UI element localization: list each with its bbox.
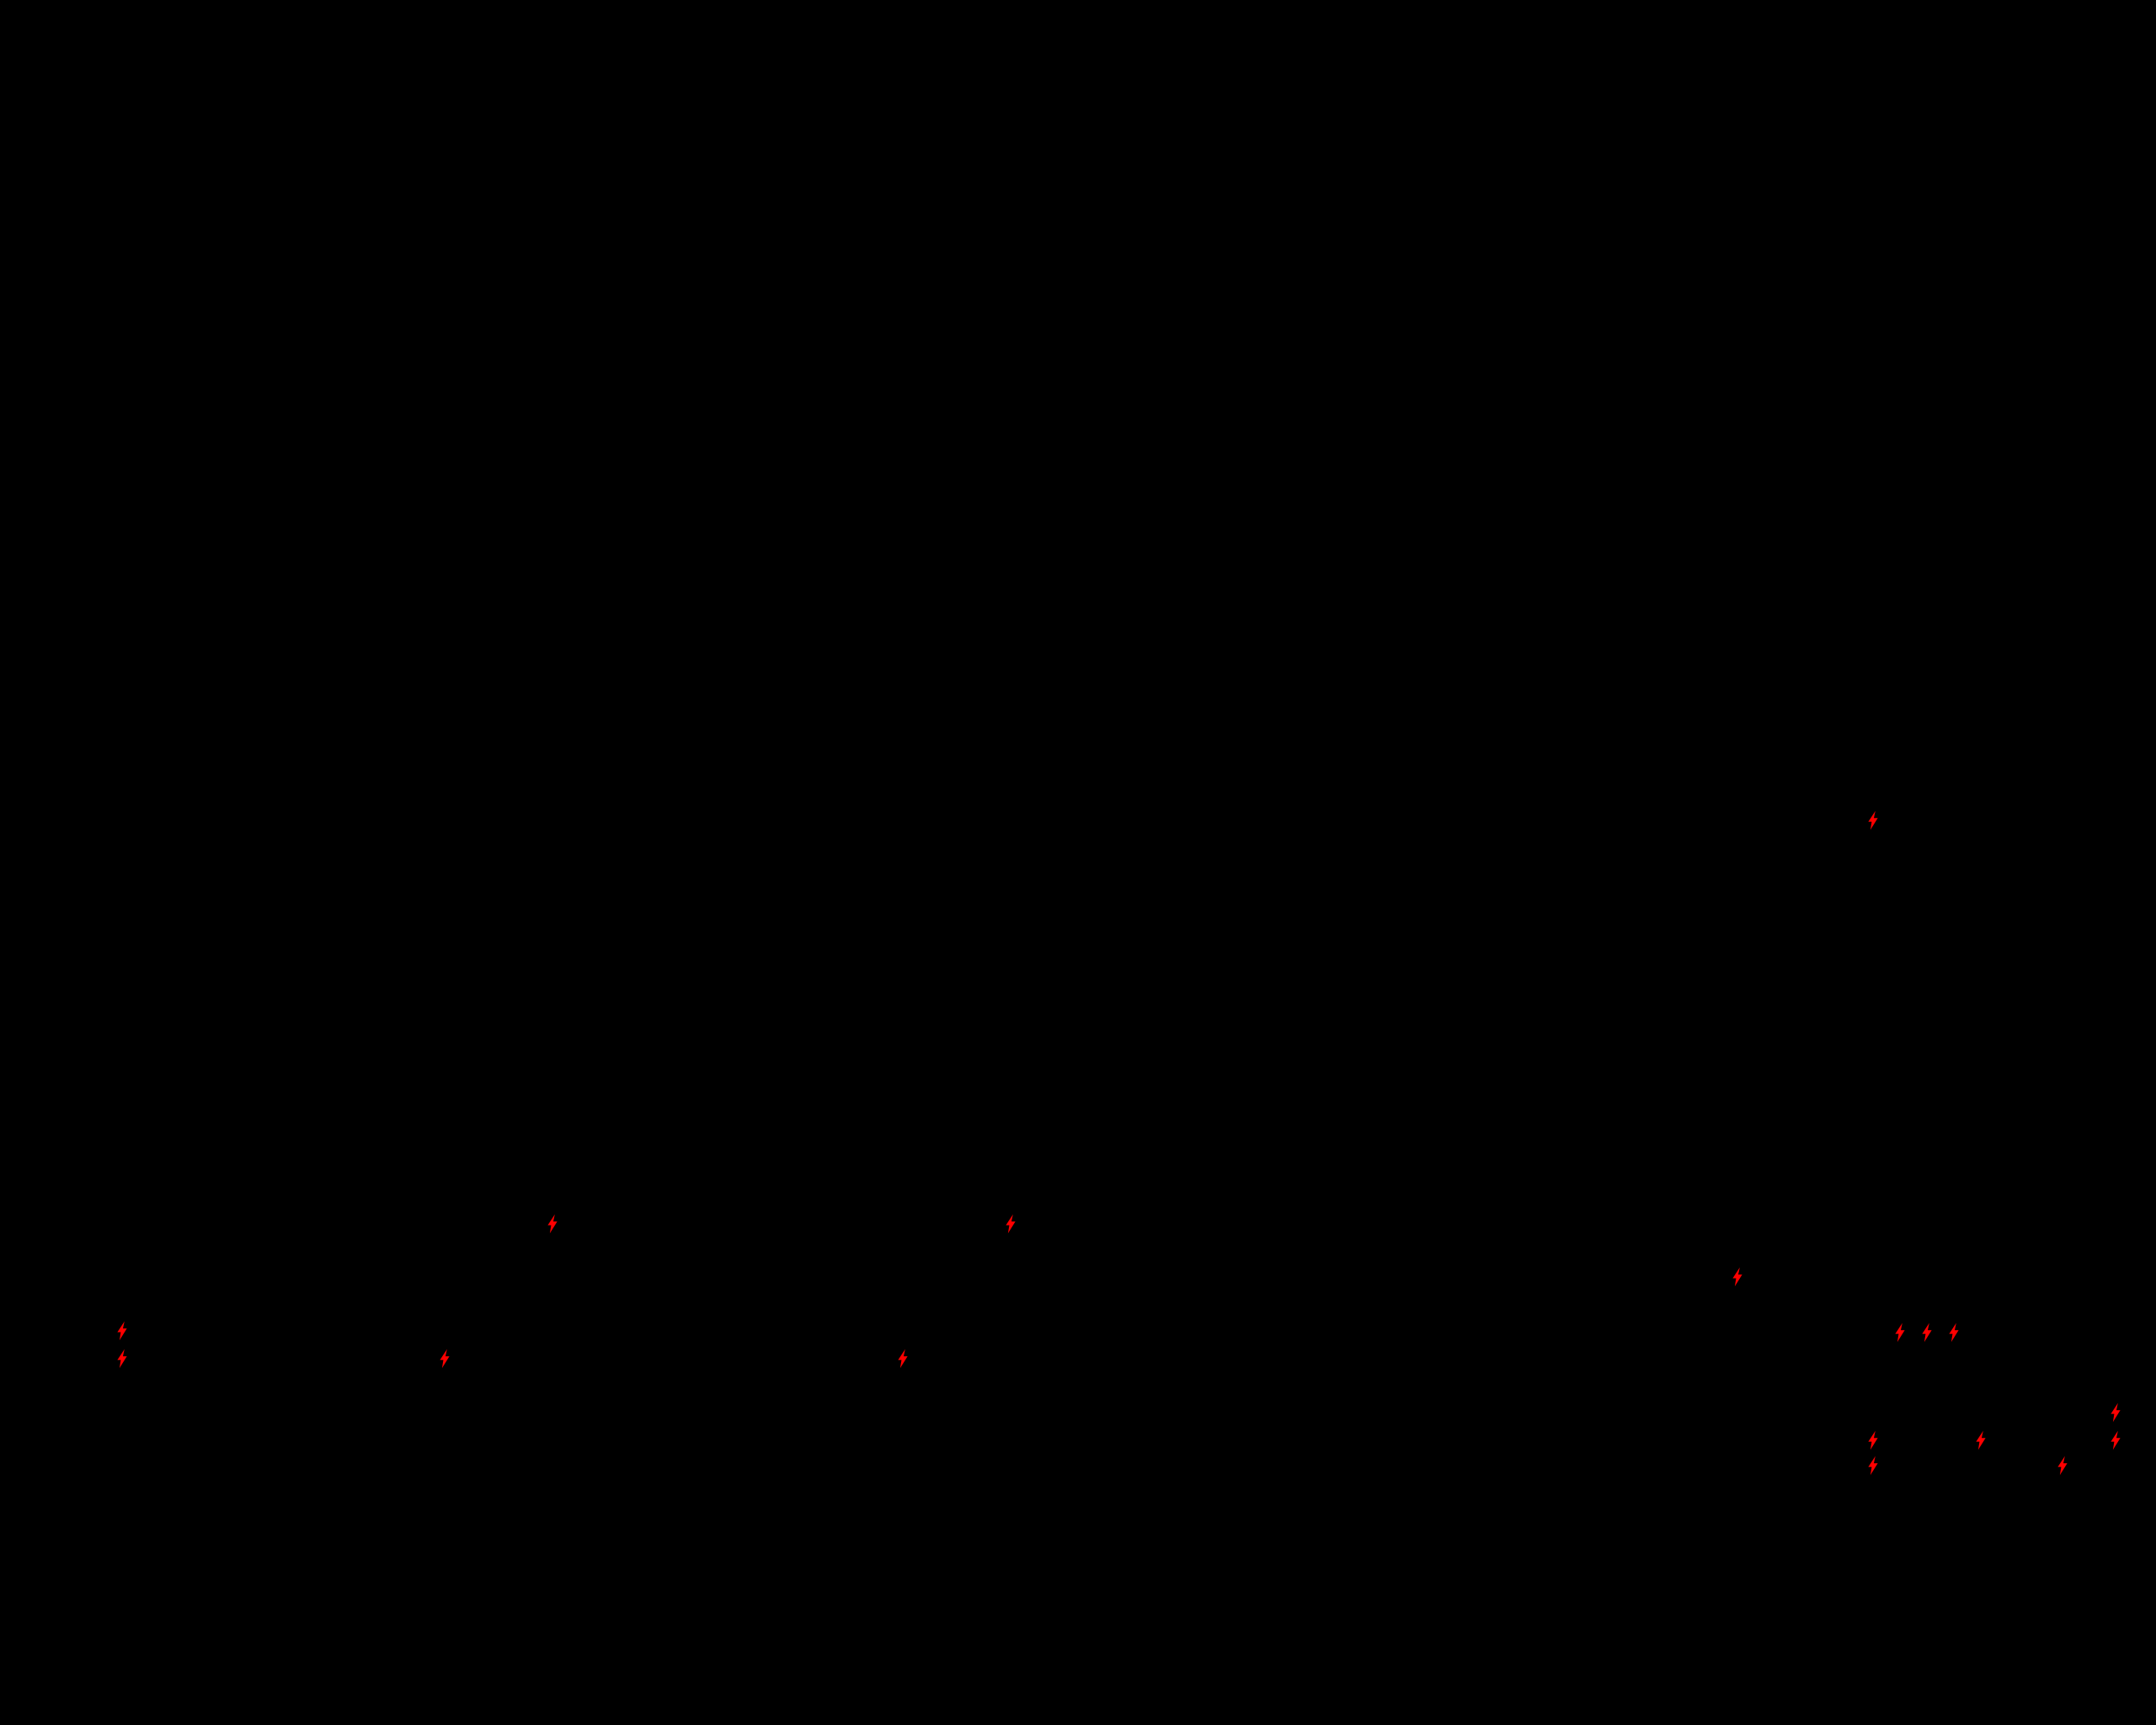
lightning-bolt-icon	[1975, 1429, 1988, 1451]
lightning-bolt-icon	[547, 1213, 559, 1235]
lightning-bolt-icon	[2057, 1455, 2069, 1477]
lightning-bolt-icon	[1921, 1322, 1934, 1343]
lightning-bolt-icon	[116, 1320, 129, 1342]
lightning-bolt-icon	[897, 1348, 910, 1370]
lightning-bolt-icon	[1948, 1322, 1961, 1343]
lightning-bolt-icon	[116, 1348, 129, 1370]
lightning-bolt-icon	[1732, 1266, 1744, 1288]
lightning-bolt-icon	[2110, 1429, 2122, 1451]
lightning-bolt-icon	[1867, 1455, 1880, 1477]
lightning-bolt-icon	[1894, 1322, 1907, 1343]
lightning-bolt-icon	[2110, 1402, 2122, 1423]
lightning-bolt-icon	[439, 1348, 451, 1370]
lightning-bolt-icon	[1867, 809, 1880, 831]
lightning-bolt-icon	[1005, 1213, 1017, 1235]
lightning-bolt-icon	[1867, 1429, 1880, 1451]
